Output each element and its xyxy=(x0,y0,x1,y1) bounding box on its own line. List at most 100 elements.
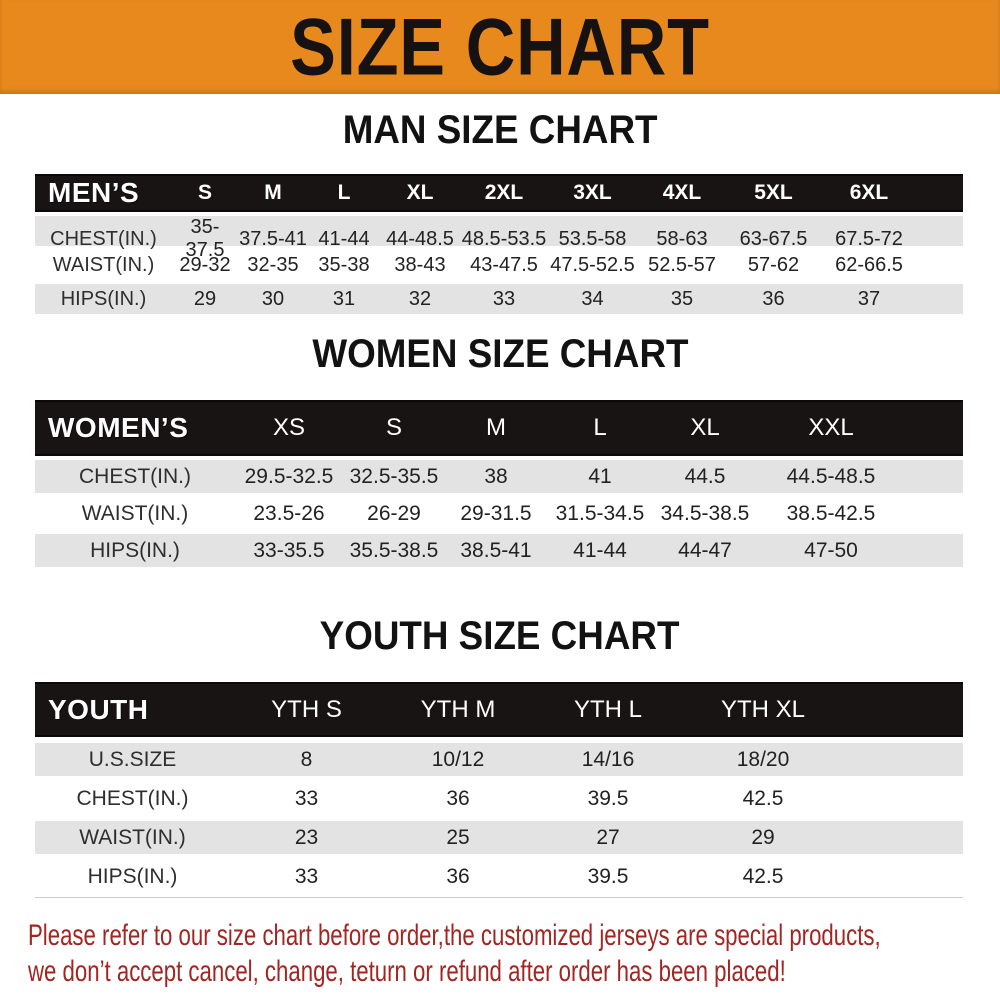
value-cell: 63-67.5 xyxy=(739,227,808,250)
youth-table-header-row: YOUTH YTH S YTH M YTH L YTH XL xyxy=(35,682,963,737)
value-cell: 32-35 xyxy=(247,253,299,276)
men-table-header-row: MEN’S S M L XL 2XL 3XL 4XL 5XL 6XL xyxy=(35,174,963,212)
value-cell: 44-47 xyxy=(678,538,732,562)
women-waist-row: WAIST(IN.) 23.5-26 26-29 29-31.5 31.5-34… xyxy=(35,497,963,530)
value-cell: 38-43 xyxy=(394,253,446,276)
value-cell: 31.5-34.5 xyxy=(555,501,645,525)
youth-ussize-row: U.S.SIZE 8 10/12 14/16 18/20 xyxy=(35,743,963,776)
youth-size-column-yth-m: YTH M xyxy=(420,695,496,723)
value-cell: 39.5 xyxy=(587,786,629,810)
women-size-column-l: L xyxy=(593,414,607,441)
value-cell: 35.5-38.5 xyxy=(349,538,439,562)
value-cell: 44.5-48.5 xyxy=(786,464,876,488)
value-cell: 36 xyxy=(762,287,785,310)
value-cell: 57-62 xyxy=(747,253,800,276)
value-cell: 29.5-32.5 xyxy=(244,464,334,488)
value-cell: 23.5-26 xyxy=(253,501,325,525)
youth-size-column-yth-xl: YTH XL xyxy=(720,695,806,723)
women-size-column-m: M xyxy=(486,414,506,441)
men-size-column-6xl: 6XL xyxy=(849,181,889,204)
value-cell: 42.5 xyxy=(742,864,784,888)
youth-size-table: YOUTH YTH S YTH M YTH L YTH XL U.S.SIZE … xyxy=(35,682,963,898)
value-cell: 47-50 xyxy=(804,538,858,562)
value-cell: 25 xyxy=(446,825,470,849)
value-cell: 34 xyxy=(581,287,604,310)
men-chest-row: CHEST(IN.) 35-37.5 37.5-41 41-44 44-48.5… xyxy=(35,216,963,261)
value-cell: 37.5-41 xyxy=(239,227,307,250)
value-cell: 29 xyxy=(751,825,775,849)
value-cell: 35-37.5 xyxy=(185,216,225,261)
men-size-column-4xl: 4XL xyxy=(662,181,702,204)
banner: SIZE CHART xyxy=(0,0,1000,94)
youth-section-title: YOUTH SIZE CHART xyxy=(0,614,1000,659)
value-cell: 35 xyxy=(670,287,694,310)
value-cell: 29-31.5 xyxy=(460,501,532,525)
women-size-column-xxl: XXL xyxy=(808,414,854,441)
men-size-column-s: S xyxy=(197,181,212,204)
row-label: WAIST(IN.) xyxy=(52,253,155,276)
value-cell: 27 xyxy=(596,825,620,849)
value-cell: 39.5 xyxy=(587,864,629,888)
value-cell: 34.5-38.5 xyxy=(660,501,750,525)
value-cell: 29 xyxy=(193,287,217,310)
value-cell: 23 xyxy=(294,825,319,849)
value-cell: 8 xyxy=(300,747,313,771)
value-cell: 62-66.5 xyxy=(835,253,903,276)
youth-waist-row: WAIST(IN.) 23 25 27 29 xyxy=(35,821,963,854)
men-size-table: MEN’S S M L XL 2XL 3XL 4XL 5XL 6XL CHEST… xyxy=(35,174,963,314)
men-waist-row: WAIST(IN.) 29-32 32-35 35-38 38-43 43-47… xyxy=(35,250,963,280)
value-cell: 47.5-52.5 xyxy=(550,253,635,276)
men-size-column-m: M xyxy=(264,181,282,204)
value-cell: 37 xyxy=(857,287,881,310)
value-cell: 43-47.5 xyxy=(470,253,538,276)
row-label: HIPS(IN.) xyxy=(87,864,178,888)
value-cell: 18/20 xyxy=(736,747,790,771)
men-table-header-label: MEN’S xyxy=(48,177,140,208)
value-cell: 38 xyxy=(484,464,508,488)
value-cell: 29-32 xyxy=(179,253,231,276)
value-cell: 38.5-41 xyxy=(460,538,532,562)
youth-hips-row: HIPS(IN.) 33 36 39.5 42.5 xyxy=(35,860,963,893)
value-cell: 52.5-57 xyxy=(648,253,716,276)
women-table-header-label: WOMEN’S xyxy=(48,412,189,443)
men-section-title-text: MAN SIZE CHART xyxy=(342,108,658,152)
value-cell: 36 xyxy=(446,864,470,888)
footer-note-line1: Please refer to our size chart before or… xyxy=(28,919,881,952)
value-cell: 48.5-53.5 xyxy=(461,227,547,250)
women-table-header-row: WOMEN’S XS S M L XL XXL xyxy=(35,400,963,456)
value-cell: 38.5-42.5 xyxy=(786,501,876,525)
youth-section-title-text: YOUTH SIZE CHART xyxy=(320,614,680,658)
banner-title: SIZE CHART xyxy=(290,0,710,93)
value-cell: 67.5-72 xyxy=(835,227,903,250)
row-label: CHEST(IN.) xyxy=(79,464,191,488)
row-label: WAIST(IN.) xyxy=(81,501,189,525)
women-section-title: WOMEN SIZE CHART xyxy=(0,332,1000,377)
row-label: HIPS(IN.) xyxy=(90,538,180,562)
value-cell: 33 xyxy=(294,864,319,888)
youth-chest-row: CHEST(IN.) 33 36 39.5 42.5 xyxy=(35,782,963,815)
value-cell: 58-63 xyxy=(656,227,708,250)
row-label: WAIST(IN.) xyxy=(79,825,186,849)
value-cell: 42.5 xyxy=(742,786,784,810)
women-size-table: WOMEN’S XS S M L XL XXL CHEST(IN.) 29.5-… xyxy=(35,400,963,567)
value-cell: 32.5-35.5 xyxy=(349,464,439,488)
youth-size-column-yth-l: YTH L xyxy=(573,695,642,723)
women-size-column-xs: XS xyxy=(272,414,305,441)
value-cell: 36 xyxy=(446,786,470,810)
women-size-column-s: S xyxy=(385,414,402,441)
value-cell: 32 xyxy=(408,287,432,310)
men-size-column-5xl: 5XL xyxy=(754,181,793,204)
men-size-column-3xl: 3XL xyxy=(573,181,612,204)
value-cell: 41-44 xyxy=(318,227,370,250)
value-cell: 33 xyxy=(294,786,319,810)
youth-size-column-yth-s: YTH S xyxy=(271,695,342,723)
value-cell: 41 xyxy=(588,464,612,488)
row-label: HIPS(IN.) xyxy=(60,287,147,310)
value-cell: 35-38 xyxy=(318,253,370,276)
men-size-column-l: L xyxy=(337,181,351,204)
value-cell: 44-48.5 xyxy=(386,227,454,250)
men-size-column-2xl: 2XL xyxy=(484,181,524,204)
value-cell: 31 xyxy=(332,287,356,310)
row-label: CHEST(IN.) xyxy=(76,786,189,810)
